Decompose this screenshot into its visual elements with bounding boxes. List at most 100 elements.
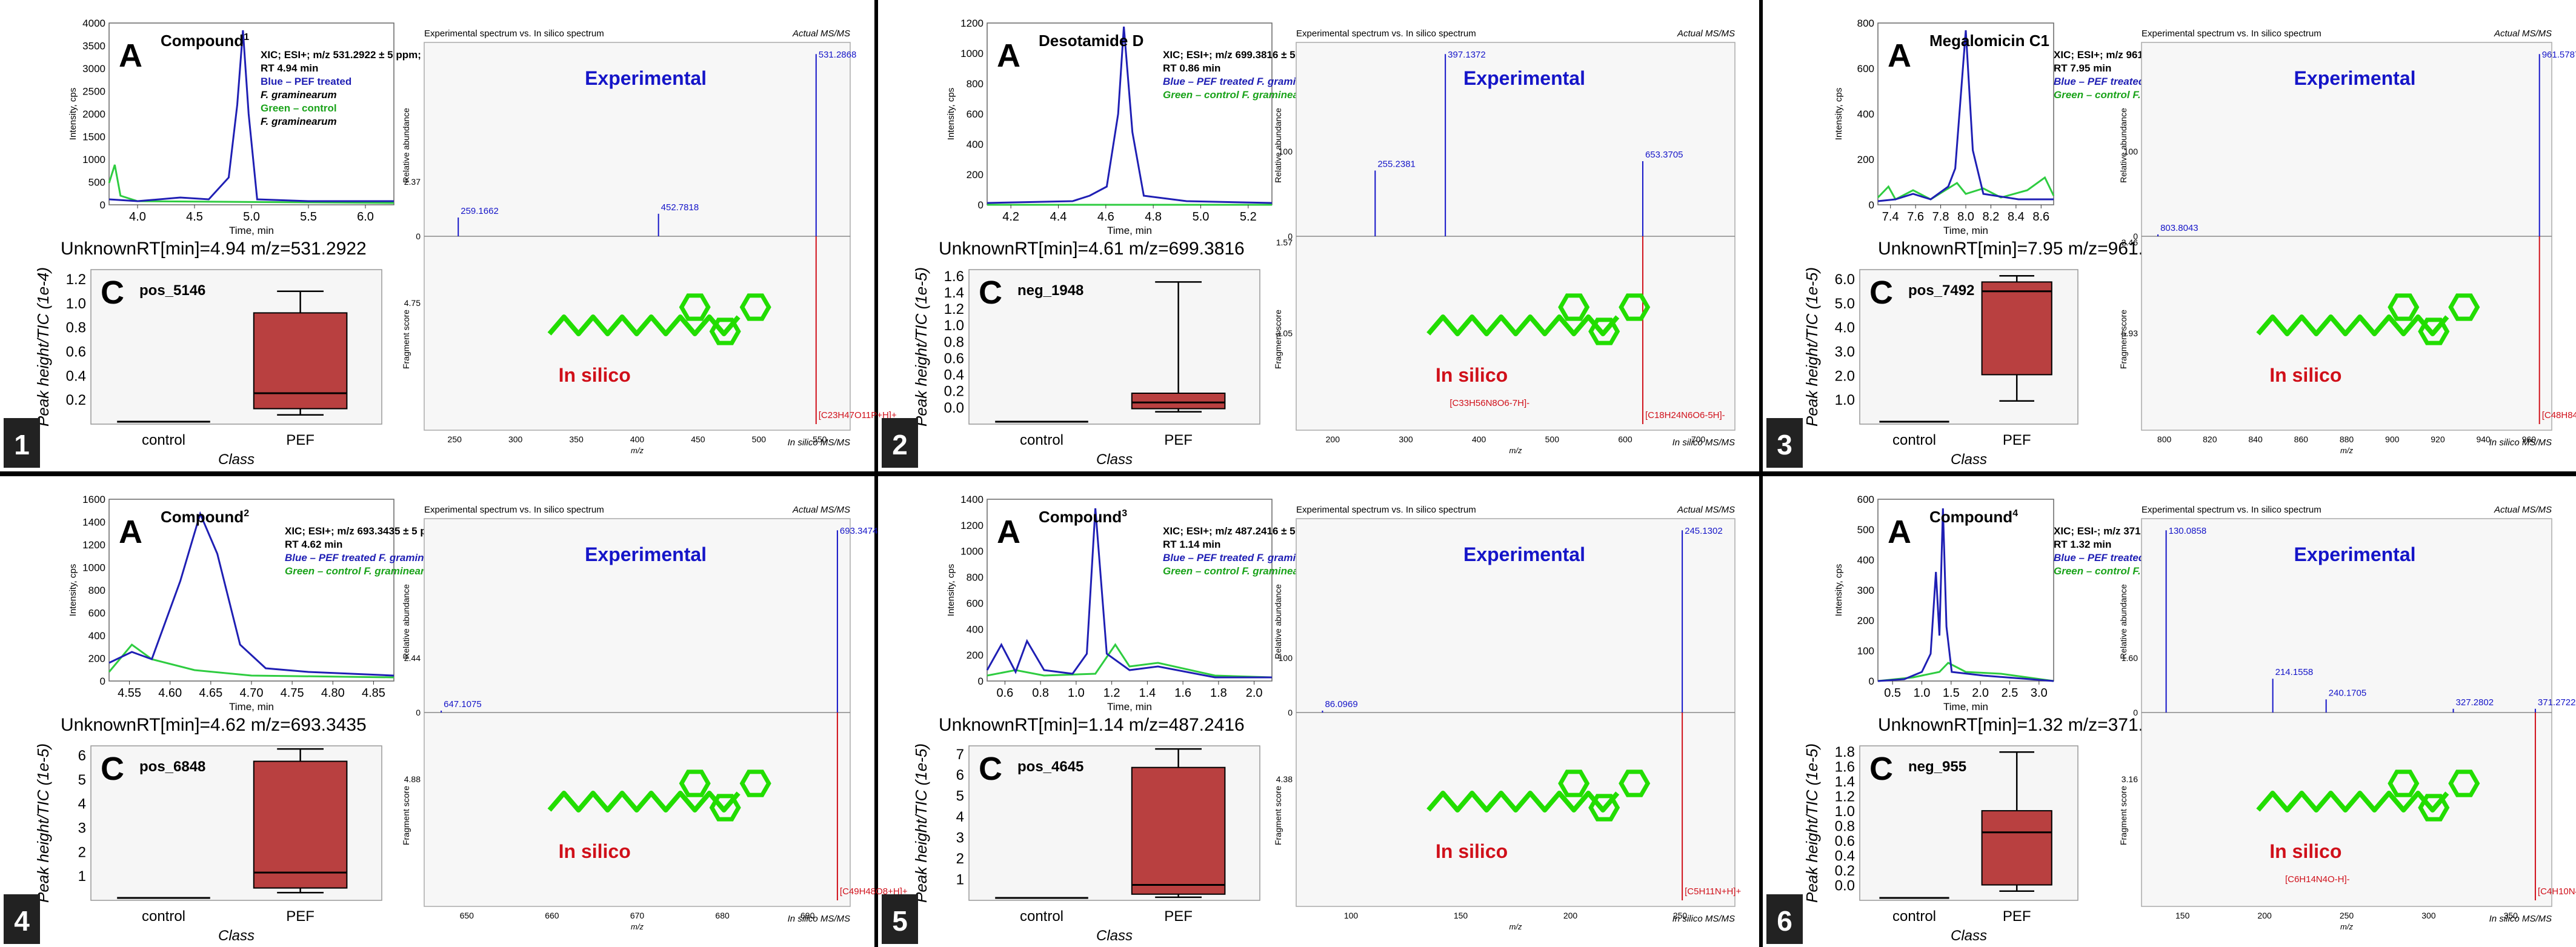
box-x-axis-label: Class <box>218 928 255 944</box>
spectrum-y-tick-label: 5.93 <box>2122 328 2138 338</box>
spectrum-x-tick-label: 550 <box>813 434 827 444</box>
box-y-tick-label: 3 <box>78 820 86 836</box>
panel-letter-a: A <box>119 38 142 74</box>
panel-letter-a: A <box>1888 514 1911 550</box>
spectrum-x-tick-label: 500 <box>752 434 767 444</box>
structure-ring <box>2388 293 2420 321</box>
xic-x-tick-label: 7.4 <box>1882 210 1899 224</box>
experimental-peak-label: 327.2802 <box>2456 697 2494 708</box>
spectrum-chart: Experimental spectrum vs. In silico spec… <box>401 505 908 931</box>
xic-info-line: XIC; ESI+; m/z 699.3816 ± 5 ppm; <box>1163 49 1323 61</box>
box-x-axis-label: Class <box>218 451 255 468</box>
spectrum-y-tick-label: 4.88 <box>404 774 421 784</box>
xic-x-axis-label: Time, min <box>229 701 274 713</box>
structure-chain <box>2256 791 2449 812</box>
structure-ring <box>1588 317 1620 345</box>
xic-x-tick-label: 7.6 <box>1907 210 1924 224</box>
xic-y-tick-label: 0 <box>978 199 983 211</box>
xic-control-trace <box>108 643 394 679</box>
xic-y-tick-label: 4000 <box>82 18 105 29</box>
xic-info-line: Blue – PEF treated <box>261 76 351 87</box>
feature-id: pos_7492 <box>1908 282 1974 299</box>
unknown-rt-label: UnknownRT[min]=4.62 m/z=693.3435 <box>61 715 367 735</box>
box-x-category: control <box>142 908 185 925</box>
spectrum-y-label-top: Relative abundance <box>2118 108 2128 183</box>
xic-y-tick-label: 400 <box>967 623 983 635</box>
xic-chart: 0.5 1.0 1.5 2.0 2.5 3.0 0 100 200 300 400 500 600 Tim… <box>1834 494 2224 713</box>
compound-name: Compound2 <box>161 508 249 526</box>
xic-y-tick-label: 800 <box>1857 18 1874 29</box>
experimental-peak-label: 130.0858 <box>2169 526 2207 536</box>
xic-plot-frame <box>108 499 394 682</box>
structure-ring <box>709 794 741 822</box>
pef-box <box>1981 810 2052 886</box>
xic-info-line: Green – control <box>261 102 337 114</box>
xic-info-line: Blue – PEF treated F. graminearum <box>1163 76 1333 87</box>
insilico-formula: [C23H47O11P+H]+ <box>819 410 897 420</box>
pef-box <box>1981 281 2052 376</box>
box-x-category: PEF <box>286 908 315 925</box>
box-y-tick-label: 5 <box>956 788 964 805</box>
box-y-tick-label: 1.2 <box>944 301 964 317</box>
panels-root: 4.0 4.5 5.0 5.5 6.00500100015002000250030003… <box>4 18 2576 944</box>
unknown-rt-label: UnknownRT[min]=4.94 m/z=531.2922 <box>61 239 367 259</box>
spectrum-x-tick-label: 150 <box>2175 911 2190 920</box>
panel-1: 4.0 4.5 5.0 5.5 6.00500100015002000250030003… <box>4 18 897 468</box>
structure-ring <box>1558 293 1590 321</box>
spectrum-x-tick-label: 250 <box>1673 911 1688 920</box>
xic-y-tick-label: 600 <box>1857 63 1874 75</box>
insilico-label: In silico <box>559 364 631 386</box>
spectrum-y-tick-label: 2.37 <box>404 177 421 187</box>
compound-name: Compound4 <box>1929 508 2018 526</box>
box-y-tick-label: 1.0 <box>1835 392 1855 408</box>
box-y-tick-label: 3.0 <box>1835 344 1855 360</box>
xic-y-tick-label: 1200 <box>960 520 983 531</box>
xic-x-axis-label: Time, min <box>1107 701 1152 713</box>
spectrum-x-tick-label: 200 <box>1563 911 1578 920</box>
spectrum-x-tick-label: 100 <box>1344 911 1359 920</box>
spectrum-x-tick-label: 960 <box>2522 434 2537 444</box>
spectrum-y-label-top: Relative abundance <box>401 584 411 659</box>
spectrum-y-label-top: Relative abundance <box>401 108 411 183</box>
box-x-category: PEF <box>2003 908 2031 925</box>
experimental-peak-label: 693.3474 <box>840 526 878 536</box>
xic-y-axis-label: Intensity, cps <box>68 564 78 616</box>
insilico-label: In silico <box>1436 840 1508 862</box>
box-x-category: PEF <box>2003 432 2031 448</box>
box-y-tick-label: 2 <box>78 844 86 860</box>
xic-x-tick-label: 4.5 <box>186 210 203 224</box>
spectrum-x-tick-label: 400 <box>630 434 645 444</box>
insilico-label: In silico <box>2269 840 2341 862</box>
box-y-tick-label: 1 <box>956 872 964 888</box>
experimental-peak-label: 397.1372 <box>1448 50 1486 60</box>
structure-ring <box>2448 293 2480 321</box>
xic-plot-frame <box>1877 499 2054 682</box>
xic-x-tick-label: 2.5 <box>2002 686 2019 700</box>
xic-x-tick-label: 1.6 <box>1174 686 1191 700</box>
xic-y-tick-label: 1400 <box>960 494 983 505</box>
panel-4: 4.55 4.60 4.65 4.70 4.75 4.80 4.85 0 200 400 600 80… <box>4 494 908 944</box>
spectrum-y-label-bottom: Fragment score <box>1273 310 1283 369</box>
box-y-tick-label: 0.4 <box>944 367 964 384</box>
spectrum-y-tick-label: 0 <box>416 231 421 241</box>
structure-ring <box>2448 769 2480 797</box>
box-y-tick-label: 0.6 <box>1835 833 1855 849</box>
spectrum-header: Experimental spectrum vs. In silico spec… <box>1296 28 1476 39</box>
spectrum-mz-label: m/z <box>2340 922 2353 931</box>
xic-pef-trace <box>108 30 394 202</box>
xic-y-tick-label: 0 <box>978 676 983 687</box>
xic-x-tick-label: 1.0 <box>1914 686 1931 700</box>
compound-superscript: 2 <box>244 508 249 519</box>
insilico-label: In silico <box>2269 364 2341 386</box>
box-y-tick-label: 2.0 <box>1835 368 1855 384</box>
pef-box <box>253 312 348 410</box>
compound-superscript: 1 <box>244 32 249 42</box>
experimental-peak-label: 214.1558 <box>2275 667 2314 677</box>
spectrum-actual-label: Actual MS/MS <box>2494 505 2552 515</box>
panel-number-badge <box>1766 418 1803 468</box>
spectrum-y-label-top: Relative abundance <box>1273 108 1283 183</box>
xic-y-tick-label: 800 <box>88 585 105 596</box>
feature-id: pos_6848 <box>139 759 205 775</box>
box-x-category: PEF <box>1164 908 1193 925</box>
